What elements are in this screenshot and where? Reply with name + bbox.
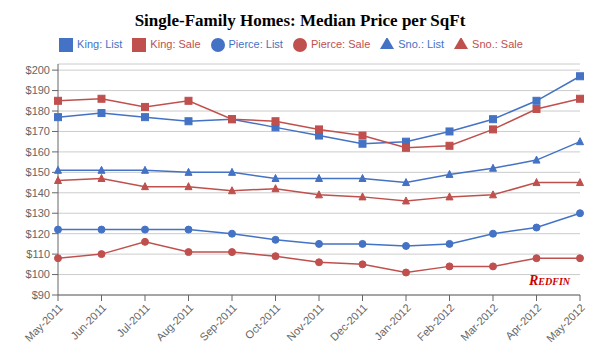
svg-text:May-2011: May-2011 — [22, 301, 65, 344]
svg-text:Sep-2011: Sep-2011 — [197, 301, 239, 343]
svg-text:$150: $150 — [26, 166, 50, 178]
svg-text:May-2012: May-2012 — [544, 301, 587, 344]
html-text:King: List: King: List — [77, 38, 123, 50]
html-text:Single-Family Homes: Median Pr: Single-Family Homes: Median Price per Sq… — [134, 11, 466, 30]
html-text:Pierce: Sale: Pierce: Sale — [310, 38, 371, 50]
svg-text:$140: $140 — [26, 187, 50, 199]
svg-text:$160: $160 — [26, 146, 50, 158]
svg-text:Mar-2012: Mar-2012 — [458, 301, 500, 343]
svg-text:Feb-2012: Feb-2012 — [415, 301, 457, 343]
svg-text:$180: $180 — [26, 105, 50, 117]
html-text:Redfin: Redfin — [529, 273, 570, 288]
svg-text:$90: $90 — [32, 289, 50, 301]
svg-text:Nov-2011: Nov-2011 — [284, 301, 326, 343]
svg-text:Apr-2012: Apr-2012 — [503, 301, 543, 341]
svg-text:Jan-2012: Jan-2012 — [372, 301, 413, 342]
html-text:Pierce: List: Pierce: List — [228, 38, 283, 50]
svg-text:Jun-2011: Jun-2011 — [68, 301, 108, 341]
svg-text:$120: $120 — [26, 228, 50, 240]
svg-text:$100: $100 — [26, 268, 50, 280]
svg-text:$130: $130 — [26, 207, 50, 219]
svg-text:Oct-2011: Oct-2011 — [243, 301, 283, 341]
svg-text:Jul-2011: Jul-2011 — [114, 301, 152, 339]
html-text:King: Sale: King: Sale — [150, 38, 201, 50]
svg-text:$190: $190 — [26, 84, 50, 96]
svg-text:$110: $110 — [26, 248, 50, 260]
svg-text:Aug-2011: Aug-2011 — [154, 301, 196, 343]
svg-text:$200: $200 — [26, 64, 50, 76]
html-text:Sno.: List: Sno.: List — [398, 38, 445, 50]
svg-text:$170: $170 — [26, 125, 50, 137]
svg-text:Dec-2011: Dec-2011 — [328, 301, 370, 343]
html-text:Sno.: Sale: Sno.: Sale — [472, 38, 523, 50]
